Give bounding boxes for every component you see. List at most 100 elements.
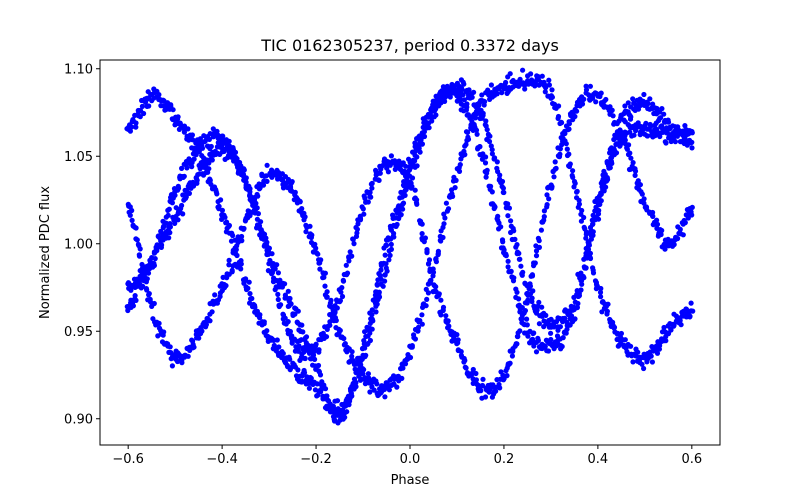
data-point [544, 192, 550, 198]
data-point [517, 76, 523, 82]
data-point [473, 370, 479, 377]
data-point [209, 309, 215, 315]
data-point [361, 193, 367, 199]
data-point [289, 179, 295, 185]
data-point [512, 343, 518, 349]
chart-title: TIC 0162305237, period 0.3372 days [260, 36, 559, 55]
data-point [260, 182, 267, 188]
data-point [562, 315, 568, 321]
data-point [167, 344, 173, 350]
data-point [454, 332, 460, 338]
data-point [681, 217, 687, 224]
data-point [685, 215, 691, 221]
data-point [156, 320, 162, 326]
data-point [583, 229, 590, 235]
data-point [688, 300, 694, 306]
data-point [133, 225, 139, 231]
data-point [127, 212, 133, 218]
data-point [395, 204, 401, 210]
data-point [562, 128, 568, 134]
data-point [461, 148, 467, 154]
data-point [353, 233, 360, 239]
data-point [465, 136, 472, 142]
data-point [194, 177, 200, 183]
data-point [575, 204, 581, 210]
data-point [459, 85, 465, 91]
data-point [312, 343, 318, 349]
data-point [624, 146, 631, 152]
data-point [393, 215, 399, 221]
data-point [580, 274, 586, 280]
data-point [418, 137, 424, 143]
data-point [363, 333, 369, 340]
data-point [261, 236, 267, 242]
data-point [324, 289, 330, 295]
data-point [306, 385, 312, 391]
data-point [365, 199, 371, 205]
data-point [583, 83, 589, 89]
data-point [406, 156, 412, 162]
data-point [362, 345, 368, 351]
data-point [609, 160, 615, 166]
data-point [238, 258, 244, 264]
data-point [368, 181, 374, 187]
data-point [432, 106, 438, 112]
data-point [525, 297, 531, 303]
data-point [245, 285, 251, 291]
data-point [173, 205, 179, 211]
data-point [632, 172, 638, 178]
data-point [371, 387, 377, 393]
data-point [638, 98, 644, 104]
data-point [587, 83, 594, 89]
data-point [127, 204, 133, 210]
data-point [274, 337, 280, 343]
data-point [378, 267, 384, 273]
data-point [292, 189, 298, 195]
data-point [681, 134, 687, 140]
data-point [317, 372, 324, 378]
data-point [414, 154, 420, 160]
data-point [504, 373, 510, 379]
data-point [566, 322, 572, 328]
data-point [391, 381, 397, 387]
data-point [377, 170, 383, 176]
data-point [575, 300, 581, 307]
data-point [590, 232, 596, 238]
data-point [609, 107, 615, 113]
data-point [546, 82, 553, 88]
data-point [419, 221, 425, 227]
data-point [295, 367, 301, 373]
data-point [611, 325, 617, 331]
data-point [643, 120, 649, 126]
data-point [458, 349, 464, 355]
data-point [221, 281, 227, 288]
data-point [338, 289, 344, 295]
data-point [288, 301, 294, 307]
data-point [462, 357, 468, 364]
data-point [321, 274, 327, 280]
data-point [598, 294, 604, 300]
data-point [558, 119, 564, 125]
y-tick-label: 0.95 [64, 325, 93, 340]
data-point [510, 278, 517, 284]
data-point [550, 100, 556, 107]
data-point [133, 120, 139, 126]
data-point [285, 319, 291, 325]
data-point [350, 236, 356, 242]
data-point [264, 178, 270, 184]
data-point [574, 189, 580, 195]
data-point [433, 256, 439, 262]
data-point [407, 354, 414, 361]
data-point [367, 337, 373, 344]
data-point [349, 385, 355, 391]
data-point [492, 204, 498, 210]
data-point [160, 332, 166, 338]
data-point [364, 341, 371, 347]
data-point [206, 166, 212, 172]
data-point [240, 226, 247, 232]
data-point [605, 301, 611, 307]
data-point [529, 295, 535, 301]
data-point [359, 204, 365, 210]
data-point [351, 241, 357, 247]
data-point [501, 247, 507, 253]
